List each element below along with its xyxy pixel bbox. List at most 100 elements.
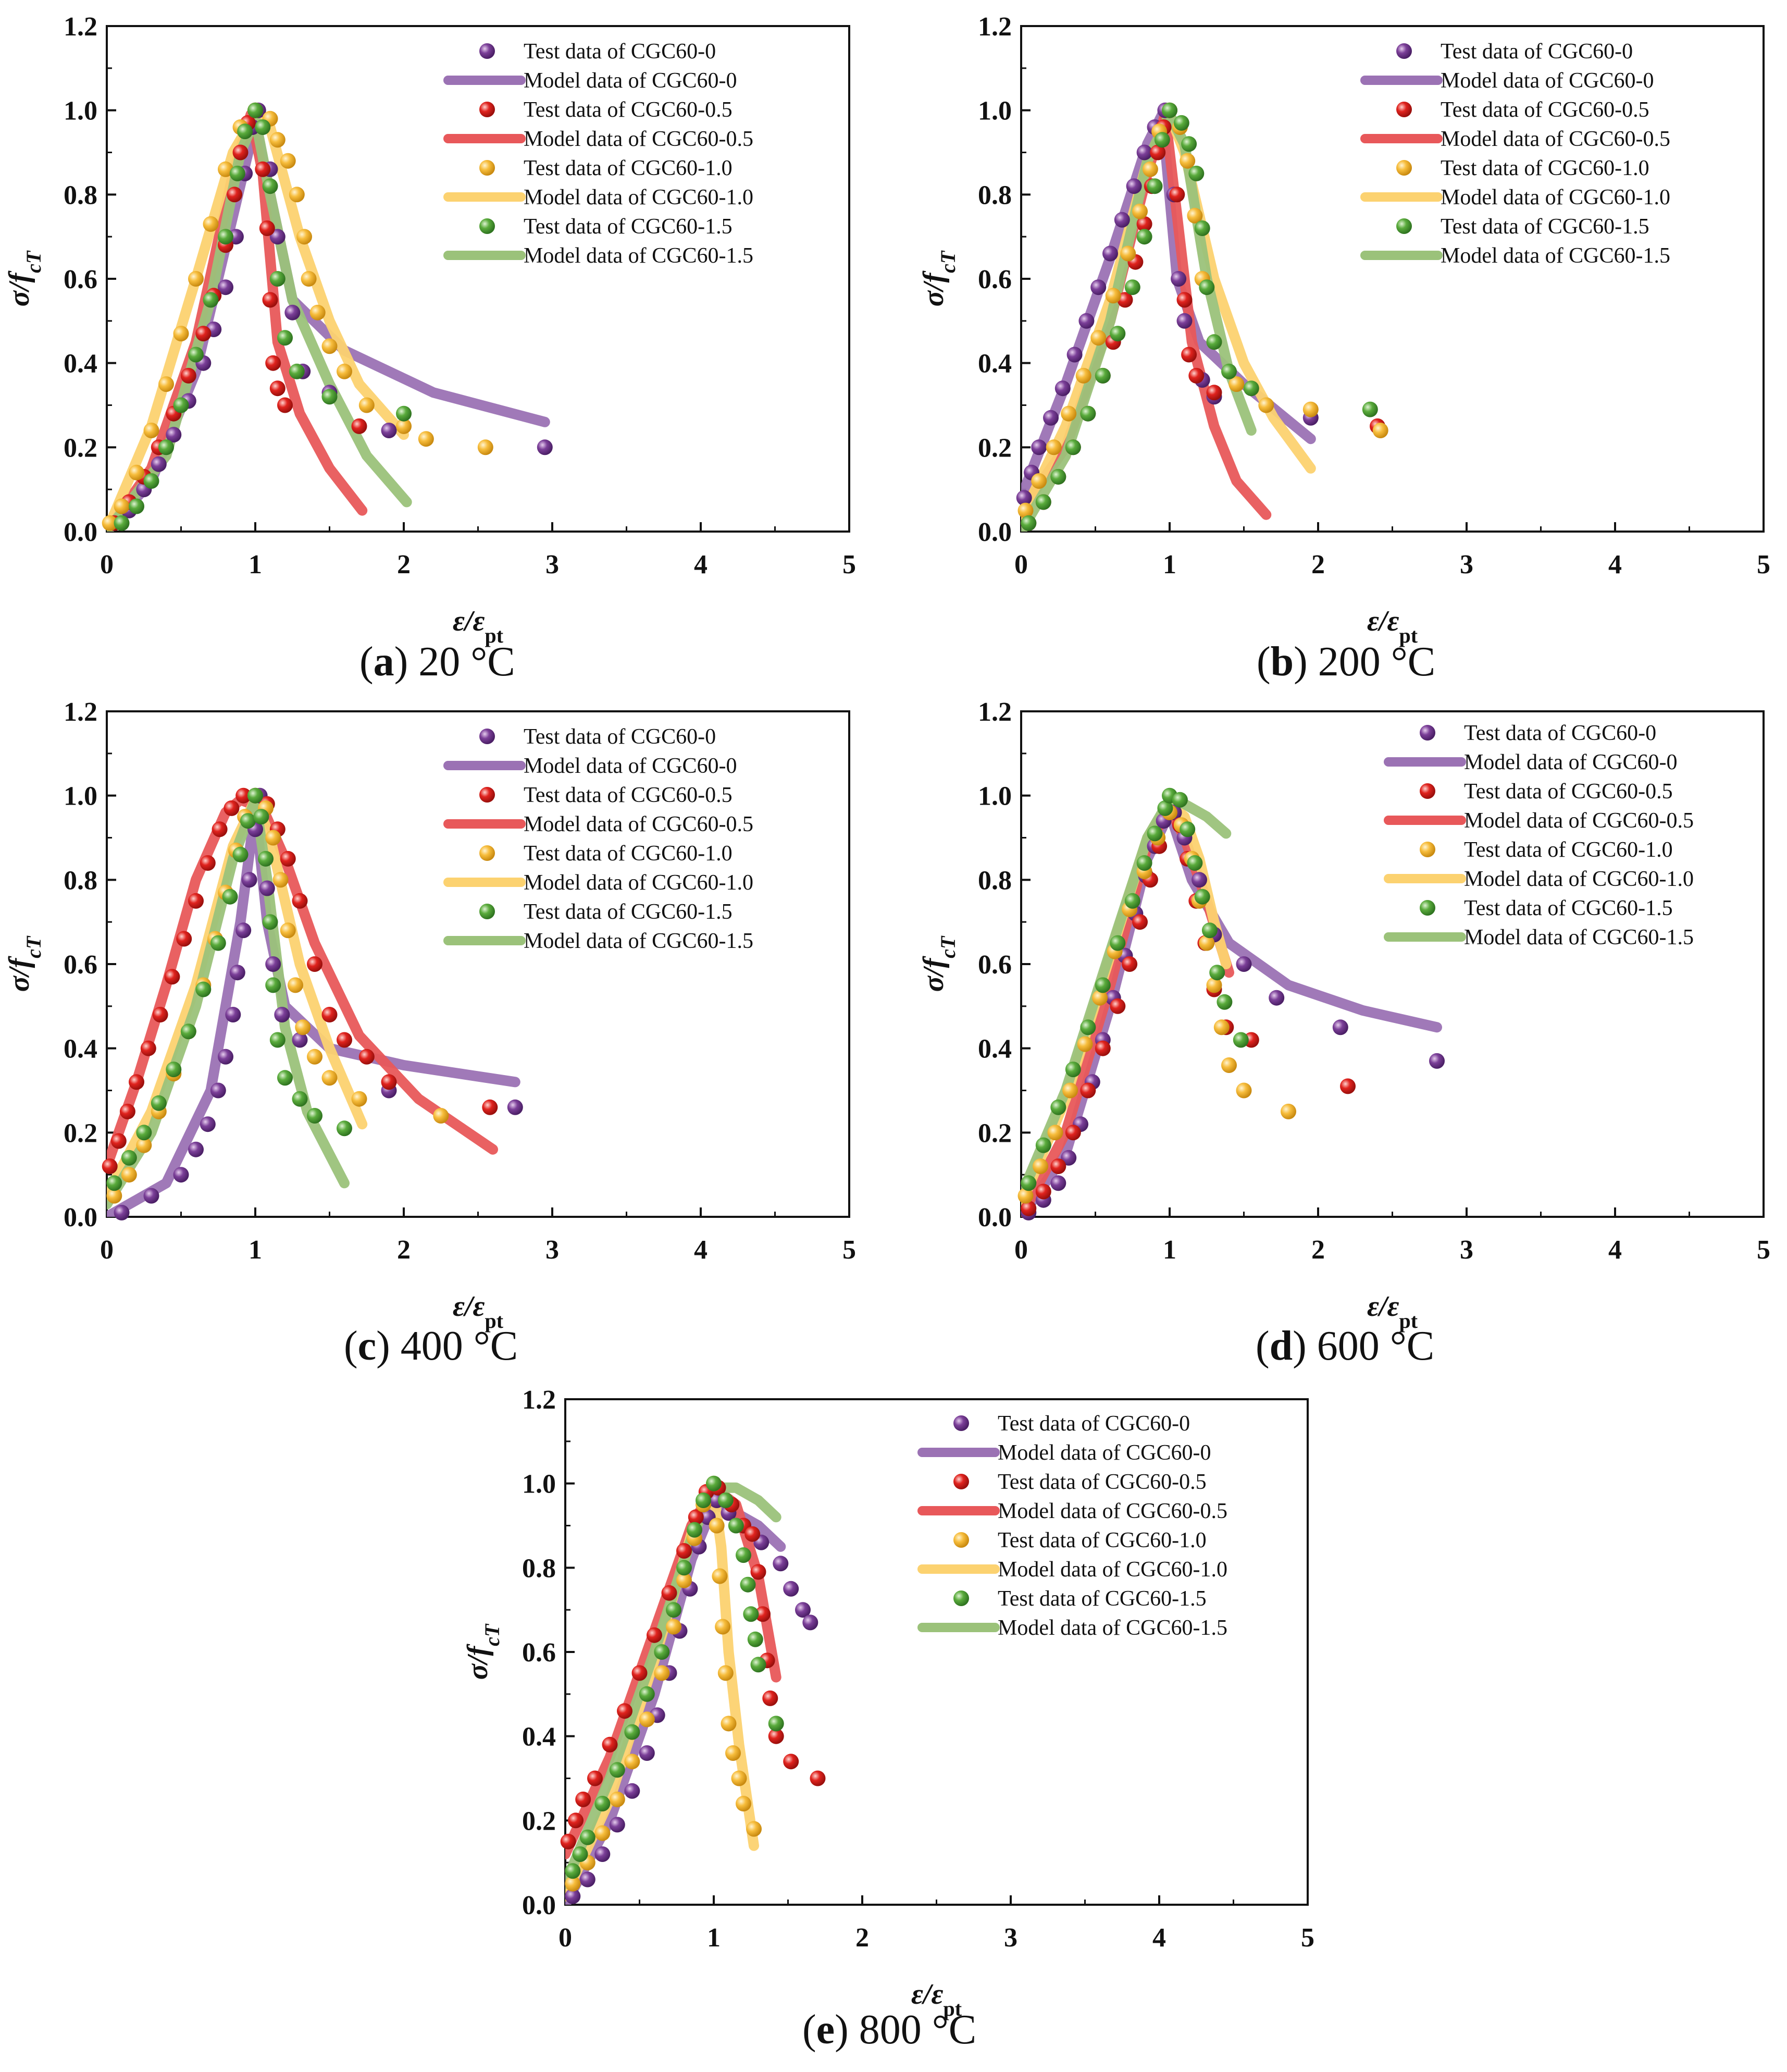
test-point-CGC60-0	[783, 1581, 799, 1597]
x-tick-label: 1	[249, 1235, 262, 1265]
test-point-CGC60-1.0	[1105, 288, 1121, 304]
test-point-CGC60-1.5	[1021, 1175, 1037, 1191]
test-point-CGC60-0	[624, 1783, 640, 1799]
x-tick-label: 3	[545, 550, 559, 579]
test-point-CGC60-0.5	[321, 1007, 338, 1022]
test-point-CGC60-1.0	[296, 229, 312, 245]
test-point-CGC60-0.5	[292, 893, 308, 909]
legend-marker	[953, 1415, 969, 1431]
test-point-CGC60-1.0	[1132, 203, 1148, 219]
legend-label: Model data of CGC60-1.5	[1441, 244, 1670, 268]
test-point-CGC60-1.0	[1180, 153, 1196, 169]
legend-label: Model data of CGC60-0	[1464, 750, 1677, 774]
test-point-CGC60-1.5	[1181, 136, 1197, 152]
test-point-CGC60-1.0	[565, 1876, 581, 1892]
legend-label: Test data of CGC60-0.5	[998, 1470, 1207, 1494]
test-point-CGC60-1.5	[1136, 229, 1152, 245]
test-point-CGC60-1.0	[1221, 1057, 1237, 1073]
test-point-CGC60-0.5	[647, 1627, 662, 1643]
y-tick-label: 0.0	[978, 517, 1012, 547]
test-point-CGC60-1.5	[188, 347, 204, 363]
x-tick-label: 0	[1014, 1235, 1028, 1265]
test-point-CGC60-1.0	[1017, 502, 1034, 519]
test-point-CGC60-1.5	[218, 229, 233, 245]
legend-label: Test data of CGC60-1.0	[524, 842, 733, 866]
x-axis-label: ε/εpt	[453, 605, 504, 647]
caption-d: (d) 600 °C	[1256, 1323, 1435, 1369]
x-tick-label: 0	[1014, 550, 1028, 579]
test-point-CGC60-0.5	[164, 969, 180, 985]
test-point-CGC60-0	[259, 880, 275, 896]
test-point-CGC60-0.5	[1110, 998, 1126, 1014]
test-point-CGC60-0	[565, 1888, 581, 1904]
y-tick-label: 0.4	[64, 1034, 97, 1064]
test-point-CGC60-1.5	[1080, 1019, 1096, 1035]
test-point-CGC60-0.5	[661, 1585, 677, 1601]
test-point-CGC60-1.0	[269, 132, 286, 148]
test-point-CGC60-1.5	[253, 809, 269, 825]
test-point-CGC60-1.5	[262, 178, 278, 194]
test-point-CGC60-0.5	[232, 144, 249, 161]
test-point-CGC60-1.5	[229, 165, 245, 181]
test-point-CGC60-0	[537, 439, 553, 455]
legend-label: Model data of CGC60-1.5	[524, 244, 753, 268]
test-point-CGC60-1.5	[222, 889, 238, 905]
test-point-CGC60-0.5	[1150, 144, 1166, 161]
test-point-CGC60-0	[594, 1846, 611, 1862]
test-point-CGC60-0.5	[1136, 216, 1152, 232]
test-point-CGC60-1.0	[396, 418, 412, 434]
test-point-CGC60-1.5	[1035, 494, 1051, 510]
legend-marker	[479, 160, 495, 176]
model-line-CGC60-0	[107, 803, 520, 1217]
test-point-CGC60-1.5	[676, 1560, 692, 1576]
test-point-CGC60-1.5	[728, 1518, 744, 1534]
test-point-CGC60-0.5	[1050, 1158, 1066, 1174]
test-point-CGC60-1.0	[721, 1716, 737, 1732]
legend-marker	[1396, 102, 1412, 117]
caption-d-letter: d	[1269, 1323, 1293, 1369]
test-point-CGC60-1.0	[321, 338, 338, 354]
legend-label: Test data of CGC60-0	[524, 40, 716, 64]
test-point-CGC60-1.5	[247, 102, 263, 118]
x-axis-label: ε/εpt	[1367, 1290, 1418, 1333]
test-point-CGC60-0.5	[688, 1509, 704, 1525]
test-point-CGC60-1.5	[1124, 893, 1140, 909]
test-point-CGC60-0.5	[1021, 1200, 1037, 1216]
test-point-CGC60-1.5	[1154, 132, 1170, 148]
test-point-CGC60-0	[143, 1188, 159, 1204]
test-point-CGC60-1.0	[1046, 439, 1062, 455]
x-tick-label: 1	[707, 1923, 721, 1953]
legend-label: Model data of CGC60-1.5	[1464, 926, 1694, 949]
test-point-CGC60-1.5	[1187, 855, 1203, 871]
legend-marker	[1396, 43, 1412, 59]
test-point-CGC60-1.0	[717, 1665, 734, 1681]
x-tick-label: 3	[1460, 1235, 1473, 1265]
x-tick-label: 5	[842, 1235, 856, 1265]
test-point-CGC60-1.0	[639, 1711, 655, 1728]
x-axis-label: ε/εpt	[1367, 605, 1418, 647]
test-point-CGC60-0	[773, 1556, 789, 1572]
test-point-CGC60-0.5	[1169, 187, 1185, 203]
y-tick-label: 0.0	[522, 1891, 556, 1920]
test-point-CGC60-1.5	[1065, 1062, 1081, 1078]
legend-marker	[479, 218, 495, 234]
test-point-CGC60-0.5	[676, 1543, 692, 1559]
y-tick-label: 1.0	[64, 782, 97, 811]
test-point-CGC60-1.5	[1065, 439, 1081, 455]
test-point-CGC60-1.5	[1050, 1099, 1066, 1115]
test-point-CGC60-1.0	[280, 922, 296, 939]
y-tick-label: 0.4	[978, 1034, 1012, 1064]
x-tick-label: 5	[842, 550, 856, 579]
legend-marker	[479, 904, 495, 919]
legend-marker	[479, 729, 495, 744]
test-point-CGC60-1.5	[1206, 334, 1222, 350]
legend-label: Test data of CGC60-0	[998, 1412, 1190, 1436]
y-tick-label: 0.0	[64, 517, 97, 547]
test-point-CGC60-1.0	[1033, 1158, 1048, 1174]
test-point-CGC60-1.0	[1077, 1036, 1093, 1052]
y-tick-label: 0.6	[64, 265, 97, 294]
chart-d: 0 1 2 3 4 5 0.0 0.2 0.4 0.6 0.8 1.0 1.2 ε/εpt σ/fcT Tes…	[917, 697, 1770, 1333]
caption-a-letter: a	[373, 639, 394, 685]
y-tick-label: 0.2	[978, 433, 1012, 463]
test-point-CGC60-0	[1429, 1053, 1445, 1069]
